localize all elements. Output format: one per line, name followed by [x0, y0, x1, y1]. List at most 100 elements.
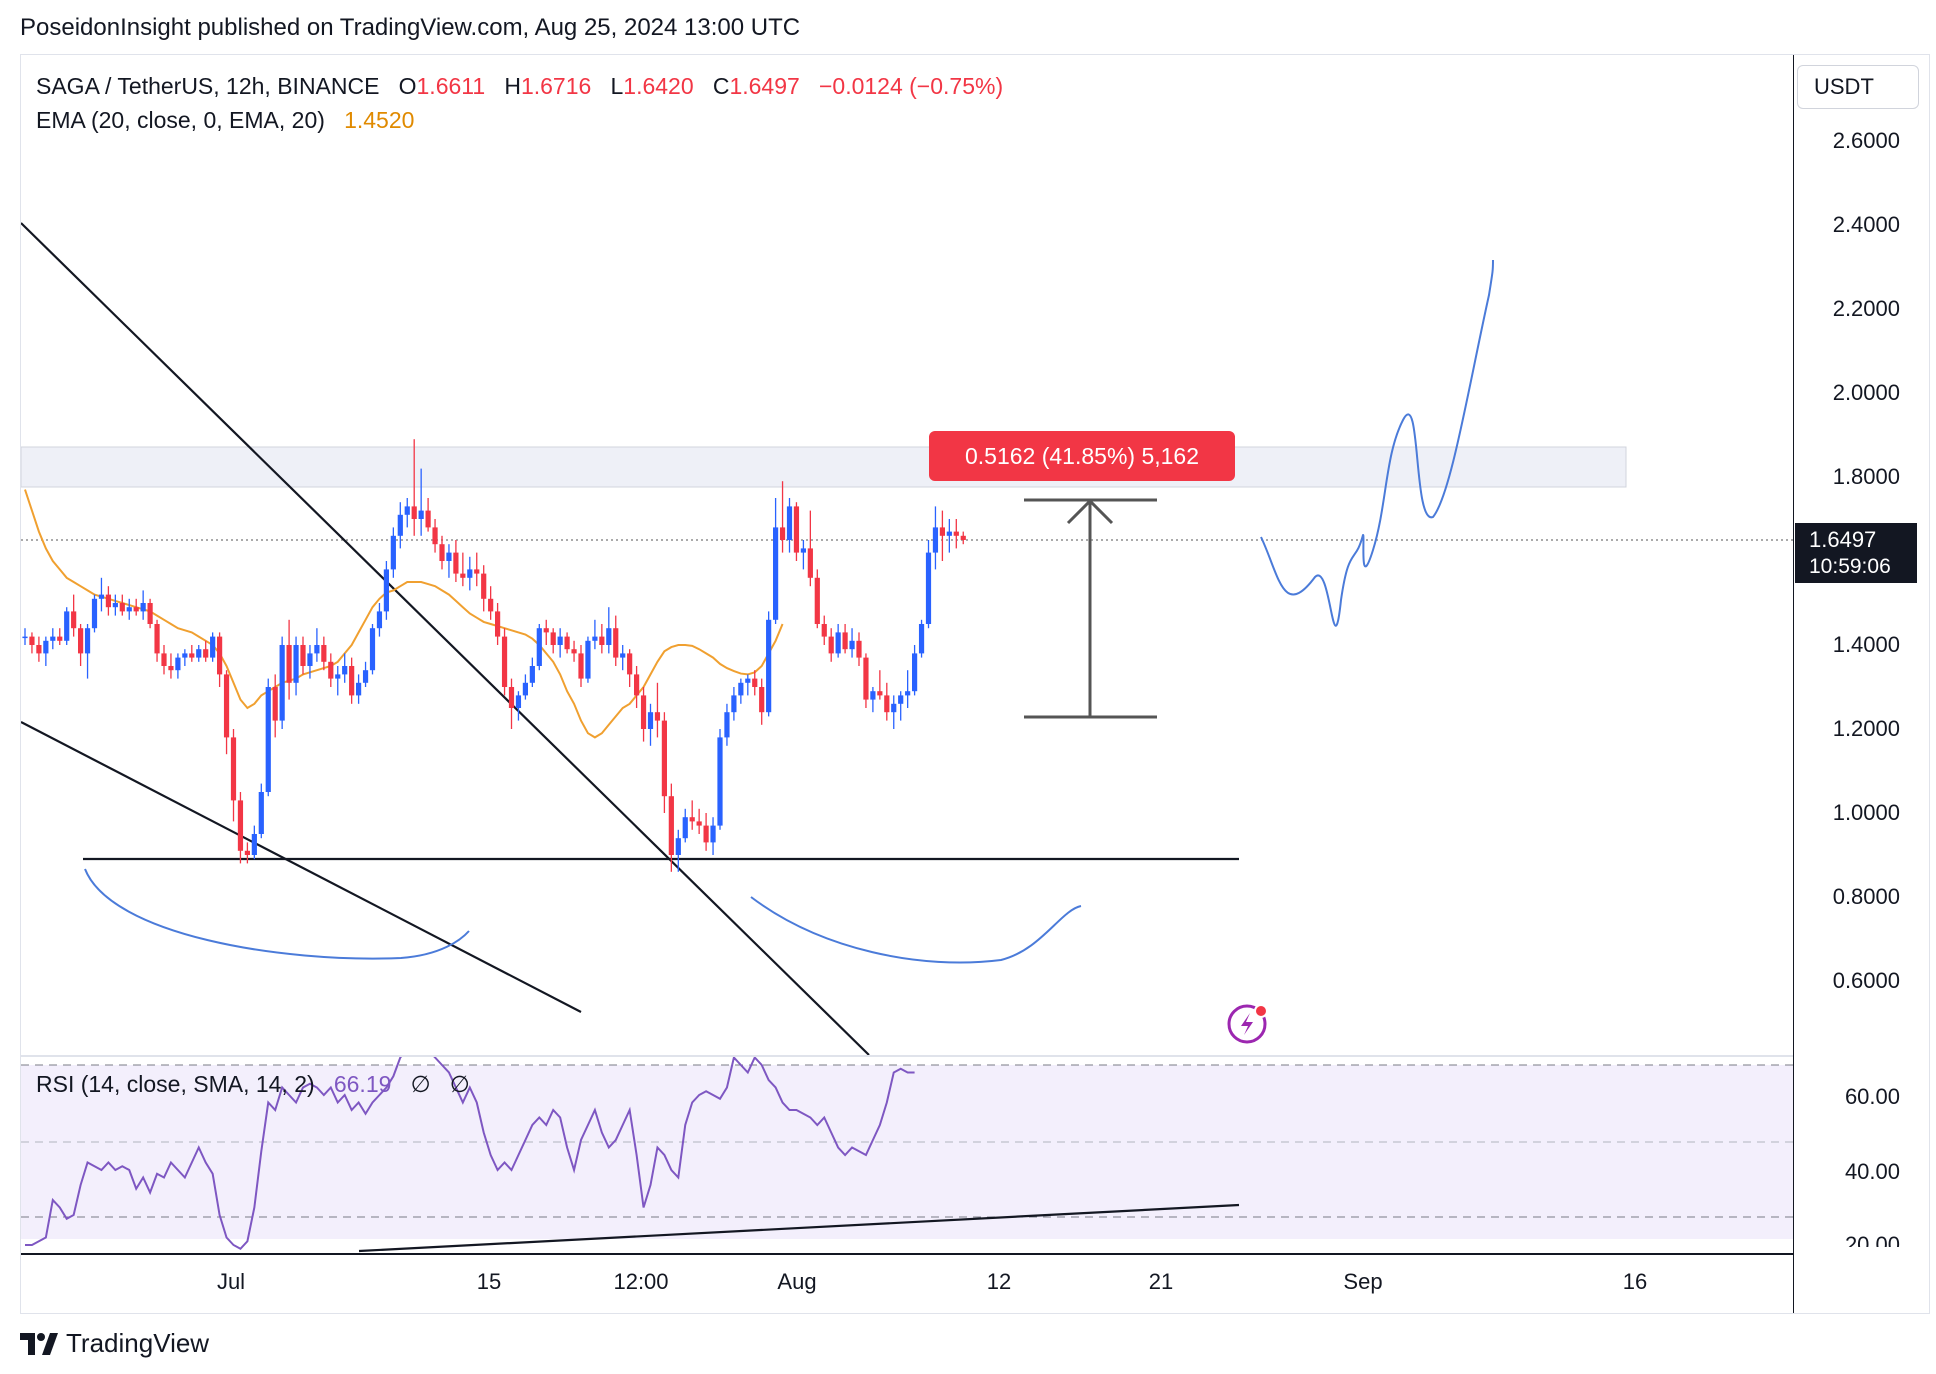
candle[interactable] [599, 624, 605, 654]
candle[interactable] [766, 611, 772, 717]
candle[interactable] [335, 666, 341, 696]
candle[interactable] [849, 628, 855, 658]
candle[interactable] [230, 729, 237, 822]
candle[interactable] [905, 670, 911, 708]
candle[interactable] [244, 842, 250, 864]
candle[interactable] [376, 603, 383, 637]
candle[interactable] [223, 670, 230, 755]
candle[interactable] [835, 624, 841, 658]
rounding-bottom-curve-1[interactable] [84, 868, 470, 960]
candle[interactable] [946, 519, 952, 553]
candle[interactable] [98, 577, 105, 612]
candle[interactable] [543, 619, 549, 645]
currency-selector[interactable]: USDT [1797, 65, 1919, 109]
candle[interactable] [140, 590, 146, 620]
candle[interactable] [105, 586, 111, 616]
candle[interactable] [147, 598, 153, 629]
candle[interactable] [807, 510, 813, 587]
candle[interactable] [91, 594, 98, 633]
candle[interactable] [453, 540, 459, 582]
candle[interactable] [960, 531, 966, 545]
candle[interactable] [793, 502, 800, 561]
candle[interactable] [647, 703, 654, 746]
candle[interactable] [522, 674, 528, 700]
candle[interactable] [349, 657, 355, 704]
candle[interactable] [710, 817, 716, 855]
candle[interactable] [891, 695, 897, 729]
candle[interactable] [272, 674, 278, 738]
candle[interactable] [898, 691, 904, 721]
candle[interactable] [488, 586, 494, 620]
candle[interactable] [870, 687, 876, 713]
candle[interactable] [362, 661, 369, 687]
candle[interactable] [731, 687, 737, 721]
candle[interactable] [78, 624, 84, 666]
candle[interactable] [411, 439, 417, 536]
candle[interactable] [501, 628, 508, 696]
candle[interactable] [682, 808, 688, 843]
candle[interactable] [467, 556, 473, 591]
candle[interactable] [606, 607, 612, 654]
candle[interactable] [439, 535, 445, 570]
candle[interactable] [884, 682, 890, 721]
rsi-line[interactable] [25, 1057, 915, 1250]
rounding-bottom-curve-2[interactable] [750, 896, 1082, 964]
chart-frame[interactable]: 0.5162 (41.85%) 5,162 SAGA / TetherUS, 1… [20, 54, 1930, 1314]
candle[interactable] [57, 628, 63, 645]
candle[interactable] [64, 607, 70, 645]
candle[interactable] [585, 636, 591, 683]
candle[interactable] [258, 783, 264, 839]
lower-wedge-line[interactable] [21, 721, 582, 1013]
candle[interactable] [821, 615, 827, 645]
candle[interactable] [654, 682, 661, 738]
candle[interactable] [745, 674, 751, 696]
candle[interactable] [286, 619, 292, 700]
candle[interactable] [175, 653, 181, 679]
candle[interactable] [418, 468, 424, 536]
candle[interactable] [675, 829, 681, 872]
candle[interactable] [800, 540, 806, 570]
candle[interactable] [50, 628, 56, 650]
candle[interactable] [356, 674, 362, 704]
candle[interactable] [912, 645, 918, 696]
candle[interactable] [43, 636, 49, 666]
candle[interactable] [112, 594, 118, 616]
candle[interactable] [196, 645, 202, 662]
descending-trendline[interactable] [21, 222, 870, 1055]
candle[interactable] [939, 510, 945, 561]
candle[interactable] [397, 502, 403, 549]
candle[interactable] [703, 813, 709, 851]
candle[interactable] [717, 729, 723, 830]
candle[interactable] [634, 666, 640, 708]
candle[interactable] [22, 628, 28, 645]
candle[interactable] [814, 569, 820, 629]
candle[interactable] [529, 657, 535, 687]
candle[interactable] [689, 800, 695, 830]
candle[interactable] [383, 561, 389, 620]
candle[interactable] [627, 649, 633, 687]
candle[interactable] [696, 808, 702, 834]
candle[interactable] [189, 645, 195, 662]
candle[interactable] [918, 619, 925, 658]
candle[interactable] [425, 498, 431, 532]
candle[interactable] [863, 653, 869, 708]
candle[interactable] [133, 598, 139, 616]
candle[interactable] [592, 619, 598, 650]
candle[interactable] [36, 636, 42, 662]
candle[interactable] [84, 624, 91, 679]
candle[interactable] [724, 703, 730, 746]
candle[interactable] [856, 632, 862, 666]
candle[interactable] [620, 645, 626, 671]
candle[interactable] [119, 594, 125, 616]
price-panel[interactable]: 0.5162 (41.85%) 5,162 SAGA / TetherUS, 1… [21, 55, 1793, 1055]
tradingview-logo[interactable]: TradingView [20, 1328, 209, 1359]
candle[interactable] [182, 649, 188, 666]
candle[interactable] [369, 624, 376, 675]
candle[interactable] [759, 678, 765, 725]
candle[interactable] [640, 687, 647, 742]
candle[interactable] [237, 792, 244, 864]
lightning-alert-icon[interactable] [1227, 1004, 1268, 1044]
candle[interactable] [925, 540, 932, 629]
candle[interactable] [786, 498, 793, 553]
candle[interactable] [842, 624, 848, 654]
